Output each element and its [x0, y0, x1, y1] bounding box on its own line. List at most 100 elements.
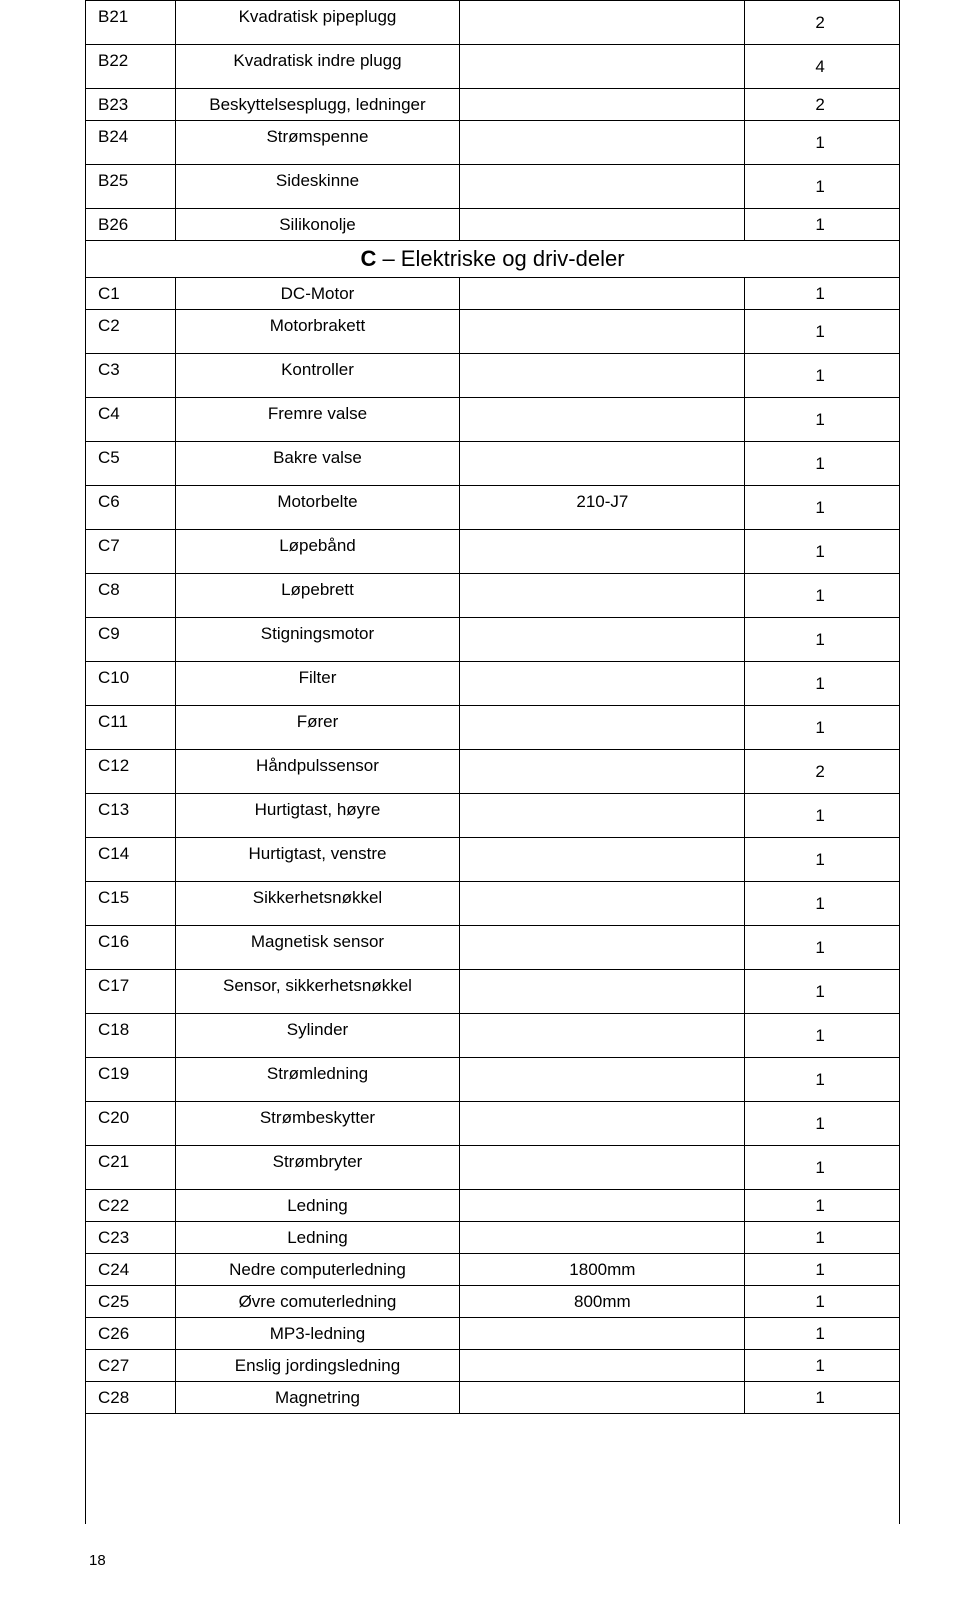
cell-code: C7 — [86, 530, 176, 574]
cell-description: Løpebrett — [175, 574, 460, 618]
cell-description: Øvre comuterledning — [175, 1286, 460, 1318]
cell-qty: 1 — [745, 1350, 900, 1382]
table-row: C16Magnetisk sensor1 — [86, 926, 900, 970]
cell-qty: 1 — [745, 1146, 900, 1190]
cell-qty: 1 — [745, 1058, 900, 1102]
cell-spec — [460, 45, 745, 89]
cell-code: C24 — [86, 1254, 176, 1286]
cell-code: C1 — [86, 278, 176, 310]
cell-code: C17 — [86, 970, 176, 1014]
cell-qty: 1 — [745, 165, 900, 209]
cell-code: C22 — [86, 1190, 176, 1222]
table-row: C27Enslig jordingsledning 1 — [86, 1350, 900, 1382]
cell-code: C19 — [86, 1058, 176, 1102]
section-header-bold: C — [360, 246, 376, 271]
cell-description: Strømledning — [175, 1058, 460, 1102]
cell-code: C4 — [86, 398, 176, 442]
cell-spec — [460, 882, 745, 926]
cell-description: Hurtigtast, venstre — [175, 838, 460, 882]
cell-code: B22 — [86, 45, 176, 89]
cell-spec — [460, 310, 745, 354]
table-row: B23Beskyttelsesplugg, ledninger2 — [86, 89, 900, 121]
cell-code: C2 — [86, 310, 176, 354]
cell-qty: 1 — [745, 1382, 900, 1414]
cell-qty: 1 — [745, 574, 900, 618]
blank-cell — [86, 1414, 900, 1524]
cell-qty: 1 — [745, 1014, 900, 1058]
cell-qty: 1 — [745, 530, 900, 574]
cell-spec — [460, 121, 745, 165]
cell-spec — [460, 838, 745, 882]
cell-code: C21 — [86, 1146, 176, 1190]
cell-qty: 1 — [745, 1190, 900, 1222]
cell-spec: 1800mm — [460, 1254, 745, 1286]
cell-spec — [460, 278, 745, 310]
cell-spec — [460, 1382, 745, 1414]
cell-description: Håndpulssensor — [175, 750, 460, 794]
cell-spec — [460, 794, 745, 838]
cell-description: Enslig jordingsledning — [175, 1350, 460, 1382]
cell-spec — [460, 926, 745, 970]
cell-description: Sensor, sikkerhetsnøkkel — [175, 970, 460, 1014]
cell-qty: 1 — [745, 209, 900, 241]
cell-code: C14 — [86, 838, 176, 882]
table-row: C6Motorbelte210-J71 — [86, 486, 900, 530]
cell-code: C25 — [86, 1286, 176, 1318]
table-blank-row — [86, 1414, 900, 1524]
cell-code: C13 — [86, 794, 176, 838]
cell-spec — [460, 530, 745, 574]
cell-qty: 2 — [745, 750, 900, 794]
cell-spec — [460, 1, 745, 45]
cell-qty: 1 — [745, 1254, 900, 1286]
cell-qty: 1 — [745, 662, 900, 706]
cell-code: B24 — [86, 121, 176, 165]
table-row: B24Strømspenne1 — [86, 121, 900, 165]
cell-qty: 1 — [745, 278, 900, 310]
cell-spec — [460, 209, 745, 241]
table-row: C8Løpebrett 1 — [86, 574, 900, 618]
table-row: C21Strømbryter 1 — [86, 1146, 900, 1190]
cell-spec — [460, 706, 745, 750]
cell-description: Stigningsmotor — [175, 618, 460, 662]
table-row: C13Hurtigtast, høyre1 — [86, 794, 900, 838]
cell-qty: 1 — [745, 970, 900, 1014]
parts-table: B21Kvadratisk pipeplugg2B22Kvadratisk in… — [85, 0, 900, 1524]
cell-description: MP3-ledning — [175, 1318, 460, 1350]
table-row: C – Elektriske og driv-deler — [86, 241, 900, 278]
table-row: C22Ledning1 — [86, 1190, 900, 1222]
cell-description: Magnetring — [175, 1382, 460, 1414]
cell-code: C8 — [86, 574, 176, 618]
cell-description: Sideskinne — [175, 165, 460, 209]
table-row: C24Nedre computerledning1800mm1 — [86, 1254, 900, 1286]
cell-code: C11 — [86, 706, 176, 750]
cell-code: C27 — [86, 1350, 176, 1382]
cell-description: Bakre valse — [175, 442, 460, 486]
table-row: C3Kontroller1 — [86, 354, 900, 398]
cell-description: Strømbeskytter — [175, 1102, 460, 1146]
cell-description: Filter — [175, 662, 460, 706]
cell-qty: 1 — [745, 442, 900, 486]
cell-code: C23 — [86, 1222, 176, 1254]
table-row: C25Øvre comuterledning800mm1 — [86, 1286, 900, 1318]
table-row: C2Motorbrakett1 — [86, 310, 900, 354]
cell-description: Sikkerhetsnøkkel — [175, 882, 460, 926]
table-row: C11Fører1 — [86, 706, 900, 750]
table-row: C20Strømbeskytter1 — [86, 1102, 900, 1146]
cell-description: Motorbelte — [175, 486, 460, 530]
cell-spec — [460, 354, 745, 398]
page-number: 18 — [85, 1552, 900, 1569]
cell-code: C12 — [86, 750, 176, 794]
cell-spec — [460, 574, 745, 618]
cell-qty: 2 — [745, 1, 900, 45]
cell-spec — [460, 398, 745, 442]
cell-spec — [460, 662, 745, 706]
cell-code: C26 — [86, 1318, 176, 1350]
cell-code: C20 — [86, 1102, 176, 1146]
cell-qty: 1 — [745, 706, 900, 750]
cell-description: Strømbryter — [175, 1146, 460, 1190]
cell-qty: 1 — [745, 838, 900, 882]
cell-description: Beskyttelsesplugg, ledninger — [175, 89, 460, 121]
cell-description: Hurtigtast, høyre — [175, 794, 460, 838]
cell-spec — [460, 1058, 745, 1102]
table-row: C4Fremre valse1 — [86, 398, 900, 442]
